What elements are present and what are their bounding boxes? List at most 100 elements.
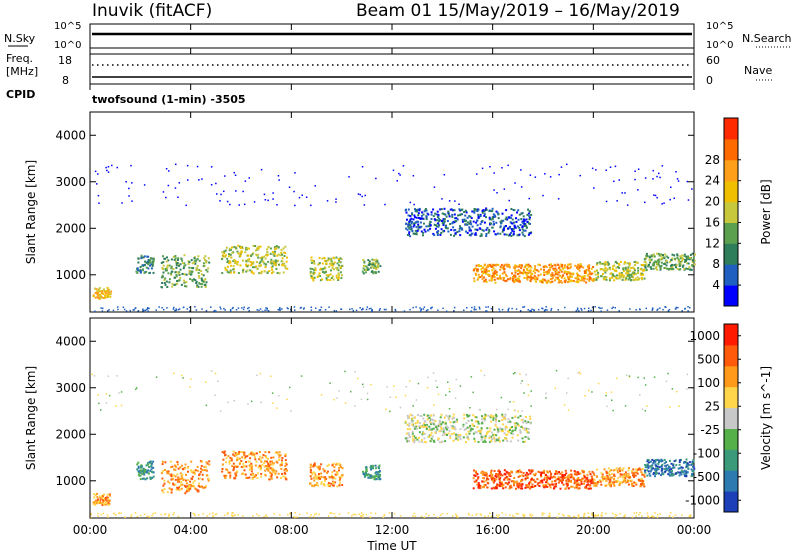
power-point (416, 229, 419, 232)
velocity-point (681, 514, 683, 516)
power-point (599, 307, 601, 309)
velocity-point (250, 473, 253, 476)
power-point (669, 198, 671, 201)
power-colorbar-label: Power [dB] (759, 179, 773, 244)
velocity-point (205, 404, 208, 407)
velocity-point (100, 513, 102, 516)
power-point (168, 170, 170, 172)
velocity-point (495, 413, 498, 416)
velocity-point (452, 439, 455, 442)
velocity-point (529, 485, 532, 488)
velocity-point (225, 457, 228, 460)
velocity-point (374, 464, 377, 467)
velocity-point (417, 382, 420, 385)
velocity-point (267, 469, 270, 472)
power-point (412, 306, 414, 309)
power-point (340, 257, 343, 260)
power-point (407, 224, 410, 227)
power-point (676, 267, 679, 270)
power-point (577, 280, 579, 283)
velocity-point (681, 466, 684, 469)
velocity-point (474, 475, 477, 477)
velocity-point (511, 426, 514, 428)
power-point (424, 230, 427, 233)
velocity-point (685, 475, 687, 478)
power-point (528, 269, 531, 272)
power-point (273, 261, 276, 264)
velocity-point (534, 474, 536, 477)
power-point (242, 269, 244, 272)
power-point (656, 196, 658, 199)
power-point (357, 193, 360, 195)
power-point (641, 264, 644, 266)
power-point (266, 307, 268, 310)
velocity-point (225, 474, 228, 477)
velocity-point (526, 475, 529, 478)
velocity-point (578, 371, 581, 373)
power-point (198, 259, 201, 262)
velocity-point (493, 479, 496, 482)
velocity-point (480, 435, 483, 438)
power-point (585, 272, 588, 275)
velocity-point (612, 512, 614, 515)
power-point (331, 267, 334, 270)
power-point (689, 253, 692, 256)
velocity-point (199, 485, 201, 488)
velocity-point (172, 483, 175, 486)
velocity-point (320, 472, 323, 475)
power-point (234, 260, 237, 263)
velocity-point (660, 469, 663, 472)
velocity-point (151, 470, 153, 473)
velocity-point (626, 374, 628, 376)
power-point (337, 258, 340, 260)
velocity-point (624, 471, 627, 474)
velocity-point (608, 473, 611, 476)
velocity-point (105, 500, 108, 503)
power-point (226, 269, 229, 272)
velocity-point (595, 514, 597, 517)
velocity-point (205, 461, 208, 464)
velocity-point (543, 478, 546, 481)
velocity-point (241, 456, 244, 459)
power-point (310, 306, 312, 308)
power-point (511, 218, 514, 221)
power-point (330, 262, 333, 265)
velocity-point (604, 480, 607, 483)
velocity-point (258, 455, 261, 458)
power-point (470, 232, 473, 235)
velocity-point (273, 513, 275, 515)
velocity-point (605, 472, 608, 474)
velocity-point (668, 473, 671, 476)
velocity-point (640, 477, 643, 480)
velocity-point (200, 485, 203, 488)
power-point (221, 272, 224, 274)
velocity-point (515, 422, 518, 425)
power-point (201, 279, 204, 282)
power-point (250, 264, 253, 267)
velocity-point (512, 480, 515, 482)
power-point (337, 277, 340, 280)
power-point (619, 260, 622, 263)
velocity-point (104, 498, 107, 501)
power-point (198, 282, 201, 285)
velocity-point (450, 433, 453, 436)
power-point (174, 276, 177, 279)
velocity-point (442, 430, 445, 433)
power-point (305, 196, 308, 198)
power-point (322, 267, 325, 270)
power-point (502, 219, 505, 222)
power-point (164, 277, 167, 280)
velocity-point (496, 483, 499, 486)
power-point (319, 275, 322, 278)
velocity-point (518, 484, 520, 487)
velocity-point (196, 465, 199, 468)
power-point (477, 208, 480, 211)
velocity-point (545, 392, 547, 395)
power-point (309, 272, 312, 275)
power-point (504, 218, 507, 221)
power-point (246, 269, 249, 272)
power-point (552, 267, 555, 270)
velocity-point (508, 429, 511, 431)
power-point (195, 258, 198, 261)
velocity-point (505, 425, 507, 428)
